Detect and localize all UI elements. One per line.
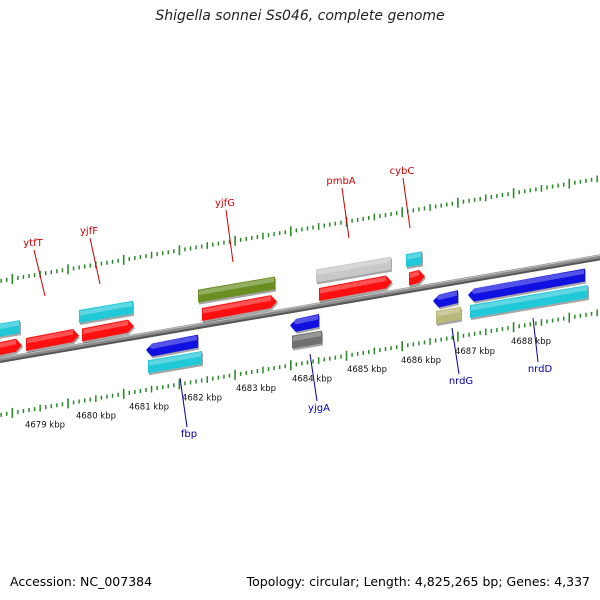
scale-label: 4684 kbp — [292, 375, 332, 385]
gene-feature — [292, 330, 323, 351]
gene-feature-highlight — [291, 314, 318, 325]
backbone-line — [0, 254, 600, 362]
gene-feature-highlight — [293, 331, 321, 342]
gene-feature-body — [290, 313, 319, 332]
gene-feature-highlight — [199, 277, 274, 296]
gene-feature — [198, 276, 276, 305]
scale-label: 4687 kbp — [455, 347, 495, 357]
gene-label-leader — [179, 377, 188, 428]
gene-feature-body — [470, 284, 588, 319]
gene-feature-highlight — [469, 269, 584, 294]
genome-backbone — [0, 254, 600, 364]
gene-feature-body — [436, 306, 461, 324]
gene-label-yjfF: yjfF — [80, 226, 98, 237]
gene-features — [0, 251, 589, 376]
gene-label-leader — [532, 317, 539, 363]
gene-feature-body — [198, 276, 275, 303]
gene-label-fbp: fbp — [181, 429, 197, 440]
gene-feature — [26, 328, 80, 354]
gene-feature — [0, 338, 23, 358]
gene-feature-body — [26, 328, 79, 352]
gene-label-leader — [341, 187, 350, 239]
gene-feature-body — [409, 269, 425, 286]
gene-feature-highlight — [471, 285, 587, 311]
gene-label-yjfG: yjfG — [215, 198, 235, 209]
scale-label: 4688 kbp — [511, 337, 551, 347]
gene-label-ytfT: ytfT — [23, 238, 43, 249]
gene-feature — [316, 256, 392, 285]
gene-feature-highlight — [147, 335, 197, 350]
gene-feature-highlight — [317, 257, 390, 275]
gene-feature-highlight — [437, 307, 460, 317]
gene-feature-body — [0, 338, 22, 356]
gene-label-leader — [89, 237, 101, 285]
gene-label-pmbA: pmbA — [326, 176, 355, 187]
scale-label: 4683 kbp — [236, 384, 276, 394]
labels: 4679 kbp 4680 kbp 4681 kbp 4682 kbp 4683 kbp… — [23, 166, 552, 440]
gene-label-leader — [33, 249, 46, 297]
scale-label: 4680 kbp — [76, 412, 116, 422]
gene-feature-highlight — [0, 339, 16, 348]
gene-feature-highlight — [80, 301, 132, 316]
gene-feature-highlight — [27, 329, 73, 344]
gene-feature — [470, 284, 589, 321]
gene-feature-body — [316, 256, 391, 283]
gene-feature-body — [82, 319, 134, 342]
gene-feature-body — [148, 350, 202, 374]
gene-feature-body — [146, 334, 198, 357]
gene-feature — [79, 300, 134, 325]
gene-label-leader — [402, 177, 411, 229]
map-title: Shigella sonnei Ss046, complete genome — [155, 8, 445, 24]
gene-feature-highlight — [407, 252, 421, 260]
gene-feature — [202, 295, 278, 323]
scale-label: 4686 kbp — [401, 356, 441, 366]
gene-feature — [436, 306, 462, 326]
gene-feature-body — [319, 275, 392, 301]
gene-feature — [406, 251, 423, 270]
gene-feature-body — [468, 268, 585, 302]
gene-feature-highlight — [410, 270, 419, 279]
backbone-highlight — [0, 254, 600, 359]
gene-label-nrdG: nrdG — [449, 376, 473, 387]
scale-label: 4685 kbp — [347, 365, 387, 375]
gene-feature-body — [79, 300, 133, 323]
gene-feature — [468, 268, 586, 304]
gene-feature-highlight — [203, 296, 271, 314]
gene-feature-body — [433, 290, 458, 308]
scale-label: 4682 kbp — [182, 393, 222, 403]
gene-feature-highlight — [149, 351, 201, 366]
gene-feature — [0, 320, 21, 339]
gene-feature-highlight — [83, 320, 128, 334]
gene-feature — [82, 319, 135, 344]
gene-feature-body — [0, 320, 20, 337]
gene-feature-body — [406, 251, 422, 268]
gene-label-yjgA: yjgA — [308, 403, 330, 414]
gene-feature — [433, 290, 459, 310]
gene-feature-highlight — [434, 291, 457, 300]
gene-feature-highlight — [0, 321, 19, 330]
gene-feature-highlight — [320, 276, 386, 294]
gene-feature — [146, 334, 199, 359]
tick-marks — [0, 175, 598, 418]
gene-feature — [290, 313, 320, 334]
gene-label-nrdD: nrdD — [528, 364, 553, 375]
gene-feature-body — [202, 295, 277, 321]
gene-feature-body — [292, 330, 322, 349]
gene-label-leader — [309, 353, 318, 402]
scale-label: 4679 kbp — [25, 420, 65, 430]
scale-label: 4681 kbp — [129, 403, 169, 413]
gene-label-leader — [451, 327, 460, 375]
gene-feature — [409, 269, 426, 288]
gene-feature — [148, 350, 203, 376]
gene-feature — [319, 275, 393, 303]
summary-text: Topology: circular; Length: 4,825,265 bp… — [246, 574, 590, 589]
accession-text: Accession: NC_007384 — [10, 574, 153, 589]
gene-label-leader — [225, 209, 234, 263]
gene-label-cybC: cybC — [390, 166, 415, 177]
